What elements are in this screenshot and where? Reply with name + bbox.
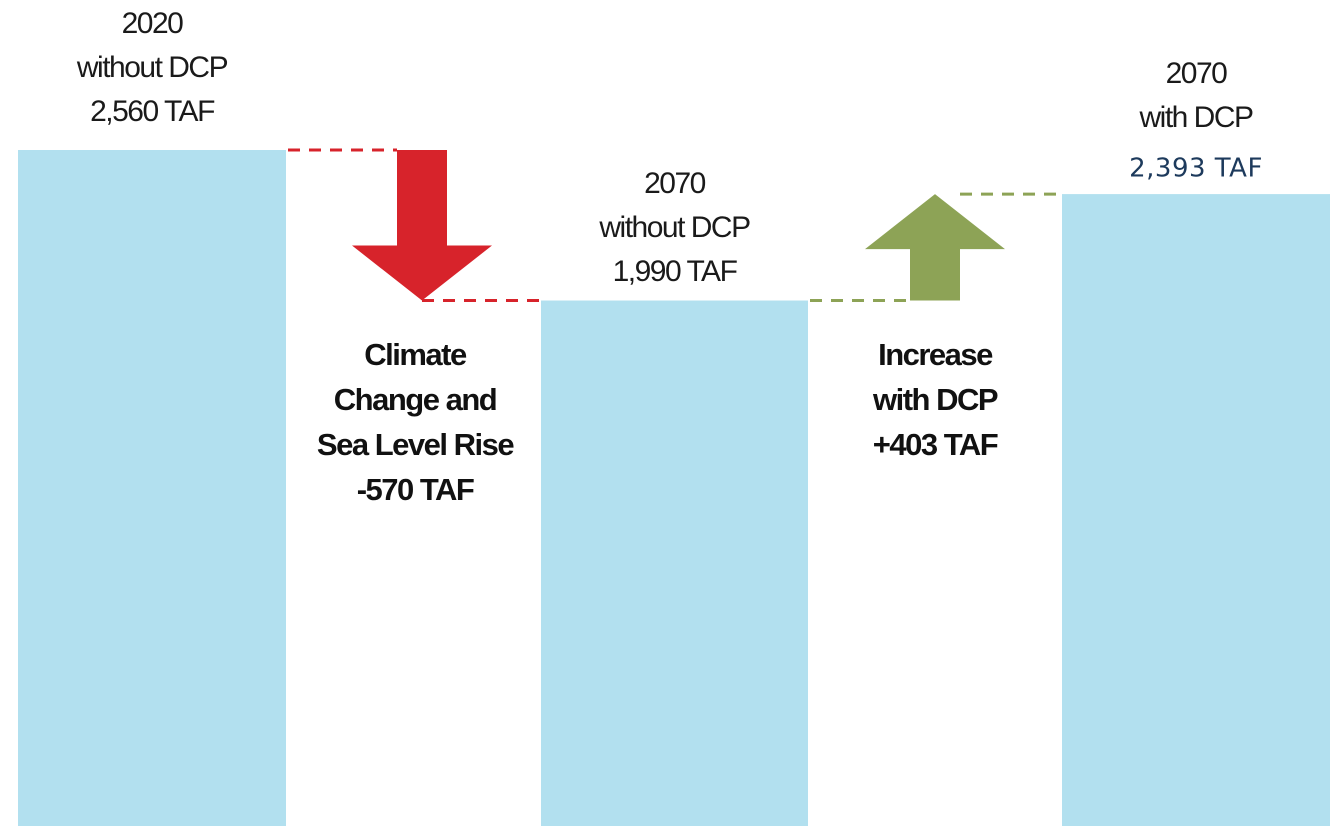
bar (18, 150, 286, 826)
change-label: Increase (878, 337, 993, 372)
bar-label: without DCP (76, 51, 228, 84)
change-label: with DCP (872, 382, 998, 417)
change-value: -570 TAF (357, 472, 474, 507)
value-label: 2,393 TAF (1129, 154, 1263, 184)
change-label: Change and (334, 382, 496, 417)
bar-label: 2070 (1166, 57, 1228, 90)
bar-label: with DCP (1138, 101, 1253, 134)
value-label: 2,560 TAF (90, 95, 215, 128)
change-label: Sea Level Rise (317, 427, 514, 462)
bar-label: 2020 (122, 7, 184, 40)
value-label: 1,990 TAF (613, 255, 738, 288)
bar (1062, 194, 1330, 826)
change-label: Climate (364, 337, 467, 372)
bar-label: without DCP (598, 211, 750, 244)
change-arrow (352, 150, 492, 301)
change-arrow (865, 194, 1005, 301)
bar-label: 2070 (644, 167, 706, 200)
bar (541, 300, 808, 826)
change-value: +403 TAF (873, 427, 998, 462)
